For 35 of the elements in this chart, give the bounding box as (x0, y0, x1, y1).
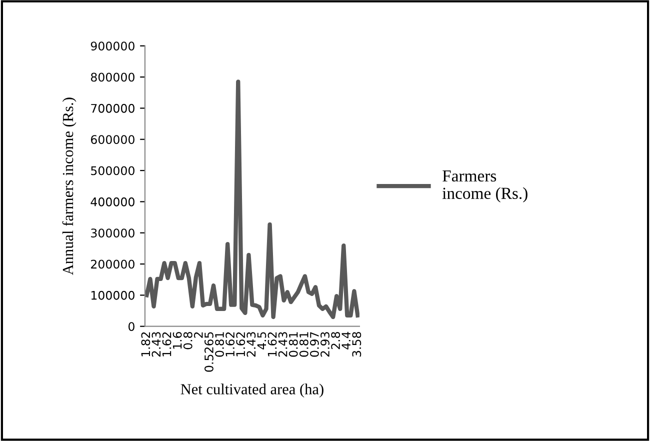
y-axis-title: Annual farmers income (Rs.) (62, 98, 76, 276)
x-tick-label: 0.5265 (204, 332, 214, 372)
x-tick-label: 0.97 (310, 332, 319, 357)
x-tick-label: 4.4 (342, 332, 350, 350)
x-tick-label: 0.81 (288, 332, 298, 357)
x-tick-label: 2.43 (278, 332, 288, 357)
x-tick-label: 3.58 (352, 332, 362, 357)
x-tick-label: 2.43 (246, 332, 256, 357)
x-tick-label: 4.5 (257, 332, 266, 350)
x-tick-label: 1.6 (172, 332, 182, 349)
y-tick-label: 600000 (90, 135, 134, 144)
y-tick-label: 700000 (91, 104, 134, 113)
x-tick-label: 1.82 (141, 332, 150, 356)
y-tick-label: 200000 (91, 260, 134, 269)
x-tick-label: 1.62 (162, 332, 172, 356)
y-tick-label: 100000 (91, 290, 134, 300)
x-tick-label: 1.62 (226, 332, 235, 356)
x-tick-label: 0.81 (215, 332, 224, 357)
x-axis-title: Net cultivated area (ha) (180, 384, 324, 398)
x-tick-label: 2.93 (320, 332, 330, 357)
x-tick-label: 2.43 (152, 332, 161, 357)
y-tick-label: 400000 (90, 197, 134, 206)
y-tick-label: 900000 (90, 42, 134, 51)
y-tick-label: 500000 (91, 166, 134, 176)
y-tick-label: 0 (128, 322, 134, 331)
y-tick-label: 300000 (91, 228, 134, 238)
x-tick-label: 2 (194, 332, 203, 338)
x-tick-label: 1.62 (268, 332, 277, 356)
x-tick-label: 2.8 (331, 332, 340, 350)
line-series (144, 80, 360, 320)
y-tick-label: 800000 (90, 72, 134, 82)
x-tick-label: 1.62 (236, 332, 246, 356)
x-tick-label: 0.81 (299, 332, 308, 357)
legend-label: Farmers income (Rs.) (442, 170, 528, 202)
x-tick-label: 0.8 (183, 332, 192, 350)
